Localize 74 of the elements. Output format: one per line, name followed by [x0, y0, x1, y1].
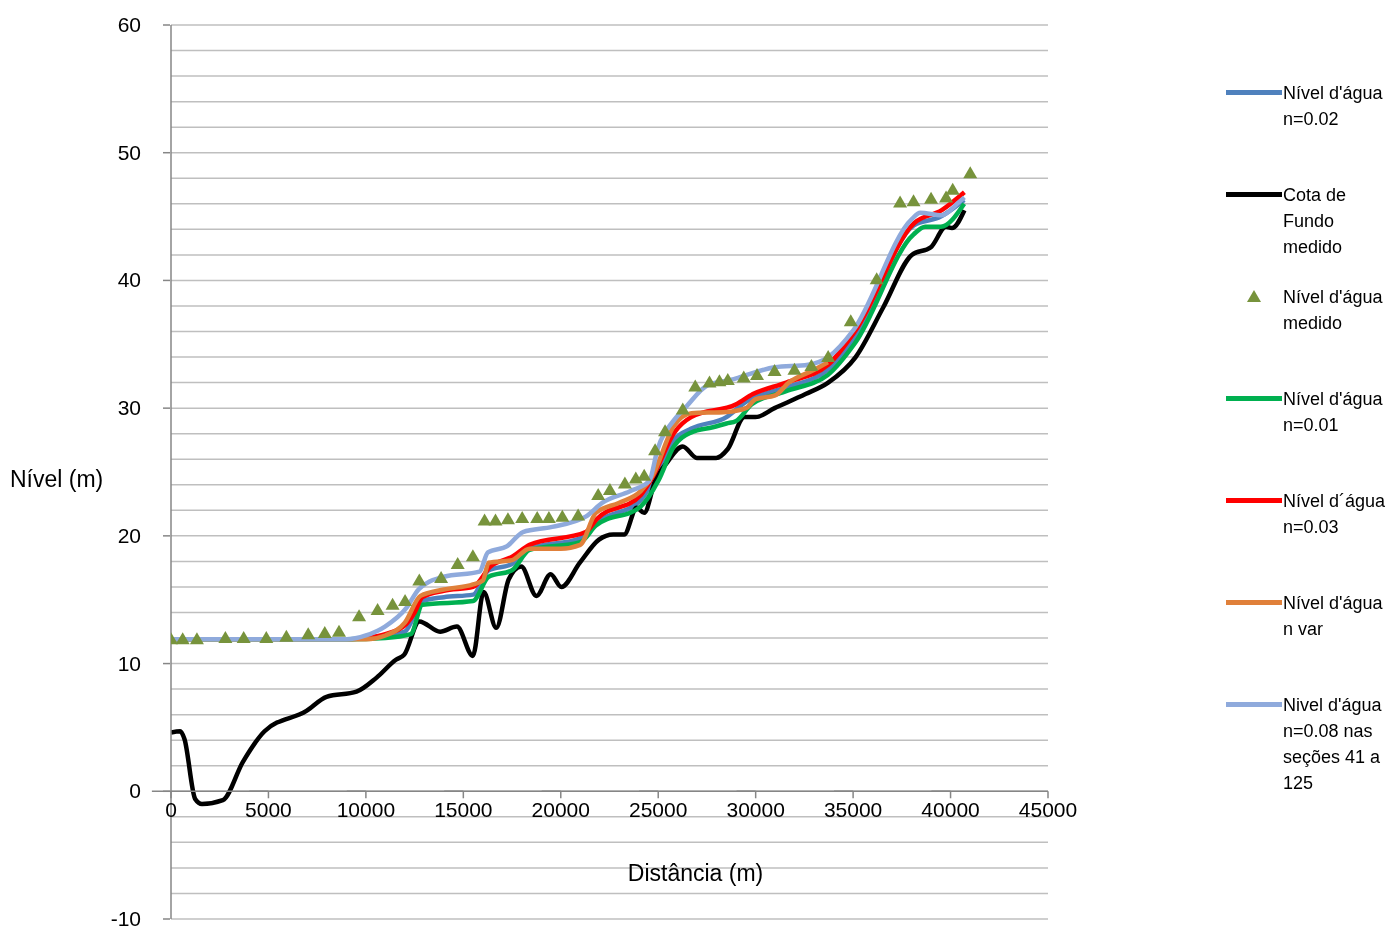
point — [963, 166, 978, 179]
legend-label: Nível d´água n=0.03 — [1283, 490, 1387, 539]
x-tick-label: 10000 — [336, 798, 396, 822]
point — [450, 556, 465, 569]
point — [555, 509, 570, 522]
point — [530, 510, 545, 523]
y-tick-label: 10 — [117, 651, 141, 675]
y-tick-label: 20 — [117, 523, 141, 547]
point — [637, 468, 652, 481]
point — [175, 632, 190, 645]
point — [370, 602, 385, 615]
point — [736, 370, 751, 383]
point — [675, 402, 690, 415]
point — [787, 362, 802, 375]
point — [352, 609, 367, 622]
point — [571, 508, 586, 521]
point — [658, 424, 673, 437]
x-tick-label: 30000 — [726, 798, 785, 822]
point — [924, 191, 939, 204]
legend-label: Cota de Fundo medido — [1283, 184, 1348, 259]
legend-label: Nível d'água n=0.01 — [1283, 388, 1384, 437]
point — [385, 597, 400, 610]
point — [767, 364, 782, 377]
point — [331, 624, 346, 637]
point — [702, 375, 717, 388]
x-tick-label: 25000 — [629, 798, 688, 822]
point — [236, 631, 251, 644]
point — [906, 194, 921, 207]
point — [317, 625, 332, 638]
point — [945, 182, 960, 195]
point — [821, 350, 836, 363]
x-axis-title: Distância (m) — [626, 860, 765, 887]
x-tick-label: 40000 — [921, 798, 980, 822]
x-tick-label: 20000 — [531, 798, 590, 822]
x-tick-label: 35000 — [823, 798, 883, 822]
legend-label: Nivel d'água n=0.08 nas seções 41 a 125 — [1283, 694, 1383, 795]
point — [804, 359, 819, 371]
x-tick-label: 0 — [165, 798, 177, 822]
point — [398, 593, 413, 606]
y-tick-label: 60 — [117, 13, 141, 36]
x-tick-label: 15000 — [434, 798, 493, 822]
x-tick-label: 45000 — [1018, 798, 1078, 822]
point — [602, 482, 617, 495]
point — [189, 632, 204, 645]
point — [750, 367, 765, 380]
point — [301, 627, 316, 640]
point — [500, 512, 515, 525]
y-tick-label: 40 — [117, 268, 141, 292]
point — [541, 510, 556, 523]
point — [488, 513, 503, 526]
point — [477, 513, 492, 526]
point — [515, 510, 530, 523]
point — [434, 571, 449, 583]
x-tick-label: 5000 — [245, 798, 292, 822]
y-tick-label: -10 — [110, 907, 141, 929]
point — [648, 443, 663, 456]
y-tick-label: 30 — [117, 396, 141, 420]
point — [412, 573, 427, 586]
point — [688, 379, 703, 392]
point — [617, 476, 632, 489]
y-tick-label: 50 — [117, 140, 141, 164]
legend-label: Nível d'água medido — [1283, 286, 1384, 335]
point — [893, 195, 908, 208]
legend-label: Nível d'água n var — [1283, 592, 1384, 641]
point — [869, 272, 884, 285]
point — [259, 631, 274, 644]
y-axis-title: Nível (m) — [10, 466, 104, 493]
point — [591, 487, 606, 500]
legend-label: Nível d'água n=0.02 — [1283, 82, 1384, 131]
point — [843, 314, 858, 327]
point — [218, 631, 233, 644]
point — [279, 629, 294, 642]
y-tick-label: 0 — [129, 779, 141, 803]
point — [465, 549, 480, 562]
